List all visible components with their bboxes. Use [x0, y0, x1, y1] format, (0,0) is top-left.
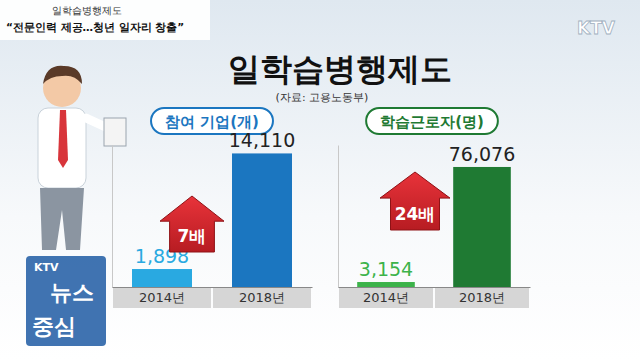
growth-arrow: [380, 172, 450, 230]
x-tick-label: 2014년: [139, 290, 185, 305]
x-tick-label: 2018년: [239, 290, 285, 305]
figure-tie: [58, 110, 68, 168]
pill-frame: [366, 108, 498, 134]
bar: [232, 153, 292, 287]
program-logo: KTV 뉴스중심: [26, 256, 106, 346]
x-axis-line: [339, 287, 531, 288]
program-logo-text: 중심: [32, 314, 76, 339]
x-axis: 2014년 2018년: [113, 287, 313, 305]
canvas: 일학습병행제도 “전문인력 제공…청년 일자리 창출” KTV 일학습병행제도 (자료:…: [0, 0, 640, 360]
y-axis: [338, 146, 339, 288]
banner-label: 일학습병행제도: [52, 5, 122, 16]
banner-headline: “전문인력 제공…청년 일자리 창출”: [6, 21, 184, 33]
figure-hair: [43, 66, 82, 84]
x-tick: 2018년: [239, 287, 285, 305]
x-tick-label: 2018년: [459, 290, 505, 305]
growth-arrow: [160, 196, 224, 252]
figure-document: [104, 118, 126, 146]
data-label: 14,110: [229, 129, 295, 151]
background: [0, 0, 640, 360]
bar: [132, 269, 192, 287]
y-axis-line: [112, 146, 113, 288]
y-axis: [112, 146, 113, 288]
growth-annotation: 7배: [178, 226, 207, 246]
figure-shirt: [38, 108, 86, 188]
x-tick: 2014년: [363, 287, 409, 305]
data-label: 3,154: [359, 258, 413, 280]
main-title: 일학습병행제도: [228, 50, 452, 88]
data-label: 76,076: [449, 143, 515, 165]
category-box: [113, 288, 211, 308]
chart-title-pill: 학습근로자(명): [366, 108, 498, 134]
chart-title: 학습근로자(명): [380, 113, 484, 131]
x-axis: 2014년 2018년: [339, 287, 531, 305]
bar: [453, 167, 511, 287]
x-axis-line: [113, 287, 313, 288]
channel-logo: KTV: [577, 18, 616, 38]
category-box: [213, 288, 311, 308]
bar: [357, 282, 415, 287]
bar-chart: 학습근로자(명) 2014년 2018년 3,154 76,076 24배: [339, 108, 531, 308]
chart-root: 일학습병행제도 “전문인력 제공…청년 일자리 창출” KTV 일학습병행제도 (자료:…: [0, 0, 640, 360]
category-box: [435, 288, 529, 308]
x-tick-label: 2014년: [363, 290, 409, 305]
source-note: (자료: 고용노동부): [276, 91, 369, 104]
category-box: [339, 288, 433, 308]
bar-chart: 참여 기업(개)2014년2018년1,89814,1107배: [113, 108, 313, 308]
growth-annotation: 24배: [395, 204, 436, 224]
x-tick: 2018년: [459, 287, 505, 305]
program-logo-text: 뉴스: [50, 280, 94, 305]
y-axis-line: [338, 146, 339, 288]
figure-pants: [40, 188, 84, 250]
banner-box: [0, 0, 210, 40]
x-tick: 2014년: [139, 287, 185, 305]
chart-title: 참여 기업(개): [165, 113, 259, 131]
program-logo-box: [26, 256, 106, 346]
bars: [357, 167, 511, 287]
program-logo-text: KTV: [34, 261, 59, 274]
bars: [132, 153, 292, 287]
